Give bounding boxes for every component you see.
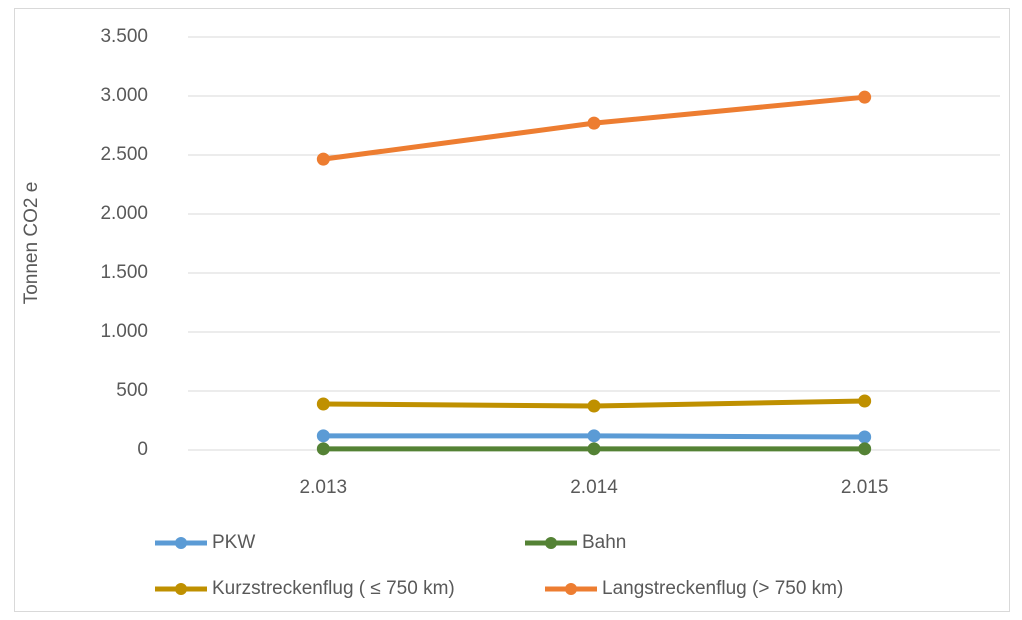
legend-label: PKW xyxy=(212,532,255,553)
legend-marker xyxy=(175,583,187,595)
point-marker xyxy=(587,399,601,413)
legend-label: Bahn xyxy=(582,532,626,553)
x-tick-label: 2.015 xyxy=(841,477,889,498)
legend-label: Kurzstreckenflug ( ≤ 750 km) xyxy=(212,578,455,599)
chart-frame xyxy=(14,8,1010,612)
y-axis-label: Tonnen CO2 e xyxy=(21,182,42,305)
legend-marker xyxy=(565,583,577,595)
point-marker xyxy=(858,90,872,104)
point-marker xyxy=(858,394,872,408)
point-marker xyxy=(587,429,601,443)
point-marker xyxy=(316,152,330,166)
y-tick-label: 3.500 xyxy=(100,26,148,47)
point-marker xyxy=(587,116,601,130)
x-tick-label: 2.014 xyxy=(570,477,618,498)
y-tick-label: 1.000 xyxy=(100,321,148,342)
y-tick-label: 1.500 xyxy=(100,262,148,283)
point-marker xyxy=(316,442,330,456)
y-tick-label: 0 xyxy=(137,439,148,460)
legend-marker xyxy=(545,537,557,549)
point-marker xyxy=(316,397,330,411)
y-tick-label: 500 xyxy=(116,380,148,401)
x-tick-label: 2.013 xyxy=(300,477,348,498)
y-tick-label: 3.000 xyxy=(100,85,148,106)
legend-marker xyxy=(175,537,187,549)
point-marker xyxy=(858,442,872,456)
point-marker xyxy=(316,429,330,443)
legend-label: Langstreckenflug (> 750 km) xyxy=(602,578,843,599)
y-tick-label: 2.000 xyxy=(100,203,148,224)
point-marker xyxy=(587,442,601,456)
point-marker xyxy=(858,430,872,444)
y-tick-label: 2.500 xyxy=(100,144,148,165)
